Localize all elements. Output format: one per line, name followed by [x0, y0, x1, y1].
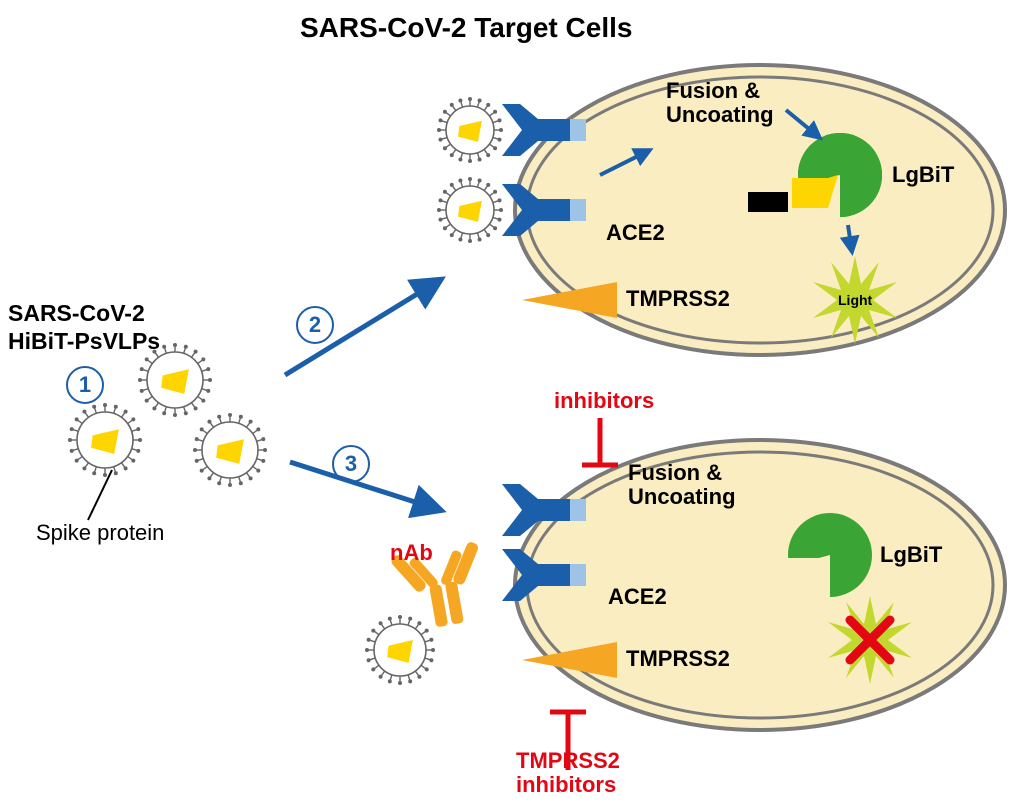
tmprss2-label-top: TMPRSS2: [626, 286, 730, 312]
ace2-label-bot: ACE2: [608, 584, 667, 610]
inhibitors-label: inhibitors: [554, 388, 654, 414]
tmprss2-label-bot: TMPRSS2: [626, 646, 730, 672]
ace2-label-top: ACE2: [606, 220, 665, 246]
step-1: 1: [66, 366, 104, 404]
light-label-top: Light: [838, 292, 872, 308]
inhibitor-tbar-top: [582, 418, 618, 465]
lgbit-label-top: LgBiT: [892, 162, 954, 188]
nab-label: nAb: [390, 540, 433, 566]
fusion-top-2: Uncoating: [666, 102, 774, 128]
step-3: 3: [332, 445, 370, 483]
fusion-top-1: Fusion &: [666, 78, 760, 104]
tmprss2-inh-2: inhibitors: [516, 772, 616, 798]
fusion-bot-2: Uncoating: [628, 484, 736, 510]
fusion-bot-1: Fusion &: [628, 460, 722, 486]
spike-leader: [88, 470, 112, 520]
left-label-1: SARS-CoV-2: [8, 300, 145, 327]
tmprss2-inh-1: TMPRSS2: [516, 748, 620, 774]
title: SARS-CoV-2 Target Cells: [300, 12, 632, 44]
cell-bottom: [515, 440, 1005, 730]
step-2: 2: [296, 306, 334, 344]
left-label-2: HiBiT-PsVLPs: [8, 328, 160, 355]
diagram-canvas: [0, 0, 1024, 810]
spike-protein-label: Spike protein: [36, 520, 164, 546]
lgbit-label-bot: LgBiT: [880, 542, 942, 568]
